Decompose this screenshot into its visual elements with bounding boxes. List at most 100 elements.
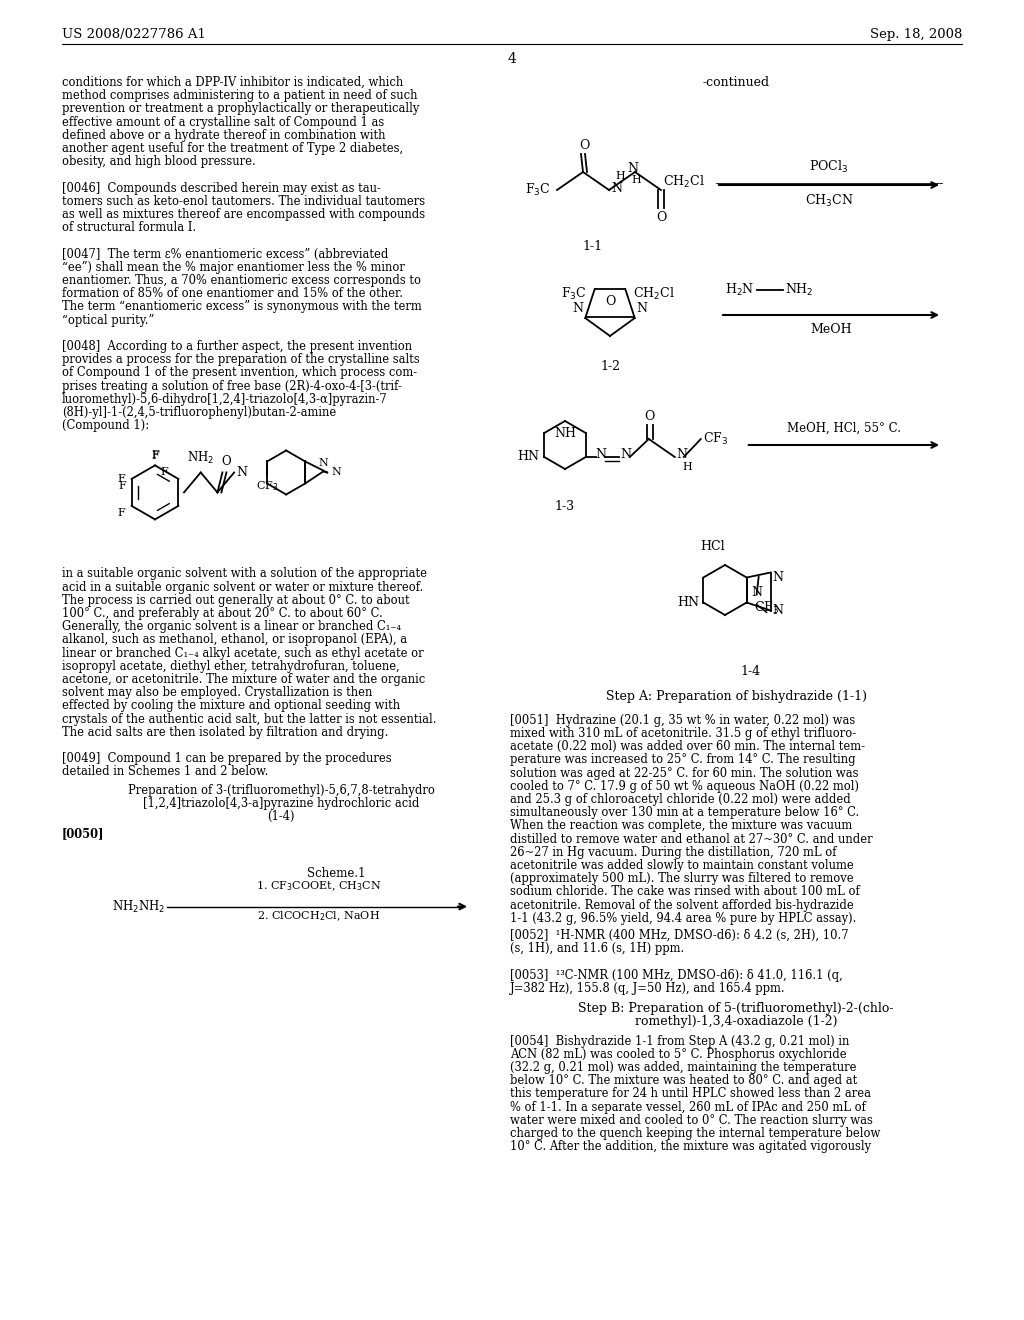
Text: MeOH: MeOH bbox=[810, 323, 852, 337]
Text: H: H bbox=[631, 176, 641, 185]
Text: Generally, the organic solvent is a linear or branched C₁₋₄: Generally, the organic solvent is a line… bbox=[62, 620, 401, 634]
Text: 1-4: 1-4 bbox=[740, 665, 760, 678]
Text: When the reaction was complete, the mixture was vacuum: When the reaction was complete, the mixt… bbox=[510, 820, 852, 833]
Text: another agent useful for the treatment of Type 2 diabetes,: another agent useful for the treatment o… bbox=[62, 143, 403, 154]
Text: F$_3$C: F$_3$C bbox=[525, 182, 551, 198]
Text: Preparation of 3-(trifluoromethyl)-5,6,7,8-tetrahydro: Preparation of 3-(trifluoromethyl)-5,6,7… bbox=[128, 784, 434, 796]
Text: [0046]  Compounds described herein may exist as tau-: [0046] Compounds described herein may ex… bbox=[62, 182, 381, 194]
Text: method comprises administering to a patient in need of such: method comprises administering to a pati… bbox=[62, 90, 418, 102]
Text: mixed with 310 mL of acetonitrile. 31.5 g of ethyl trifluoro-: mixed with 310 mL of acetonitrile. 31.5 … bbox=[510, 727, 856, 741]
Text: CH$_2$Cl: CH$_2$Cl bbox=[633, 286, 675, 302]
Text: N: N bbox=[637, 302, 648, 315]
Text: N: N bbox=[773, 605, 783, 616]
Text: distilled to remove water and ethanol at 27~30° C. and under: distilled to remove water and ethanol at… bbox=[510, 833, 872, 846]
Text: prises treating a solution of free base (2R)-4-oxo-4-[3-(trif-: prises treating a solution of free base … bbox=[62, 380, 401, 392]
Text: N: N bbox=[318, 458, 328, 469]
Text: F: F bbox=[152, 450, 159, 461]
Text: (s, 1H), and 11.6 (s, 1H) ppm.: (s, 1H), and 11.6 (s, 1H) ppm. bbox=[510, 942, 684, 956]
Text: and 25.3 g of chloroacetyl chloride (0.22 mol) were added: and 25.3 g of chloroacetyl chloride (0.2… bbox=[510, 793, 851, 807]
Text: 10° C. After the addition, the mixture was agitated vigorously: 10° C. After the addition, the mixture w… bbox=[510, 1140, 871, 1154]
Text: acetonitrile. Removal of the solvent afforded bis-hydrazide: acetonitrile. Removal of the solvent aff… bbox=[510, 899, 854, 912]
Text: F: F bbox=[152, 451, 159, 462]
Text: F: F bbox=[118, 508, 126, 517]
Text: in a suitable organic solvent with a solution of the appropriate: in a suitable organic solvent with a sol… bbox=[62, 568, 427, 581]
Text: 1-2: 1-2 bbox=[600, 360, 620, 374]
Text: acetate (0.22 mol) was added over 60 min. The internal tem-: acetate (0.22 mol) was added over 60 min… bbox=[510, 741, 865, 754]
Text: F$_3$C: F$_3$C bbox=[561, 286, 587, 302]
Text: [0050]: [0050] bbox=[62, 828, 104, 840]
Text: Step B: Preparation of 5-(trifluoromethyl)-2-(chlo-: Step B: Preparation of 5-(trifluoromethy… bbox=[579, 1002, 894, 1015]
Text: “ee”) shall mean the % major enantiomer less the % minor: “ee”) shall mean the % major enantiomer … bbox=[62, 261, 404, 273]
Text: N: N bbox=[611, 181, 622, 194]
Text: NH$_2$: NH$_2$ bbox=[785, 282, 814, 298]
Text: US 2008/0227786 A1: US 2008/0227786 A1 bbox=[62, 28, 206, 41]
Text: O: O bbox=[644, 411, 655, 422]
Text: [1,2,4]triazolo[4,3-a]pyrazine hydrochloric acid: [1,2,4]triazolo[4,3-a]pyrazine hydrochlo… bbox=[142, 797, 419, 809]
Text: NH$_2$: NH$_2$ bbox=[187, 450, 214, 466]
Text: simultaneously over 130 min at a temperature below 16° C.: simultaneously over 130 min at a tempera… bbox=[510, 807, 859, 820]
Text: [0054]  Bishydrazide 1-1 from Step A (43.2 g, 0.21 mol) in: [0054] Bishydrazide 1-1 from Step A (43.… bbox=[510, 1035, 849, 1048]
Text: 26~27 in Hg vacuum. During the distillation, 720 mL of: 26~27 in Hg vacuum. During the distillat… bbox=[510, 846, 837, 859]
Text: perature was increased to 25° C. from 14° C. The resulting: perature was increased to 25° C. from 14… bbox=[510, 754, 856, 767]
Text: water were mixed and cooled to 0° C. The reaction slurry was: water were mixed and cooled to 0° C. The… bbox=[510, 1114, 872, 1127]
Text: (approximately 500 mL). The slurry was filtered to remove: (approximately 500 mL). The slurry was f… bbox=[510, 873, 854, 886]
Text: acetone, or acetonitrile. The mixture of water and the organic: acetone, or acetonitrile. The mixture of… bbox=[62, 673, 425, 686]
Text: cooled to 7° C. 17.9 g of 50 wt % aqueous NaOH (0.22 mol): cooled to 7° C. 17.9 g of 50 wt % aqueou… bbox=[510, 780, 859, 793]
Text: provides a process for the preparation of the crystalline salts: provides a process for the preparation o… bbox=[62, 354, 420, 366]
Text: MeOH, HCl, 55° C.: MeOH, HCl, 55° C. bbox=[786, 422, 901, 436]
Text: Step A: Preparation of bishydrazide (1-1): Step A: Preparation of bishydrazide (1-1… bbox=[605, 690, 866, 704]
Text: HN: HN bbox=[517, 450, 540, 463]
Text: 4: 4 bbox=[508, 51, 516, 66]
Text: effective amount of a crystalline salt of Compound 1 as: effective amount of a crystalline salt o… bbox=[62, 116, 384, 128]
Text: of structural formula I.: of structural formula I. bbox=[62, 222, 197, 234]
Text: Scheme.1: Scheme.1 bbox=[307, 867, 366, 879]
Text: N: N bbox=[677, 449, 688, 462]
Text: solution was aged at 22-25° C. for 60 min. The solution was: solution was aged at 22-25° C. for 60 mi… bbox=[510, 767, 858, 780]
Text: H: H bbox=[615, 172, 625, 181]
Text: 100° C., and preferably at about 20° C. to about 60° C.: 100° C., and preferably at about 20° C. … bbox=[62, 607, 383, 620]
Text: The term “enantiomeric excess” is synonymous with the term: The term “enantiomeric excess” is synony… bbox=[62, 301, 422, 313]
Text: acetonitrile was added slowly to maintain constant volume: acetonitrile was added slowly to maintai… bbox=[510, 859, 854, 873]
Text: conditions for which a DPP-IV inhibitor is indicated, which: conditions for which a DPP-IV inhibitor … bbox=[62, 77, 403, 88]
Text: “optical purity.”: “optical purity.” bbox=[62, 314, 155, 326]
Text: HN: HN bbox=[677, 597, 699, 609]
Text: [0052]  ¹H-NMR (400 MHz, DMSO-d6): δ 4.2 (s, 2H), 10.7: [0052] ¹H-NMR (400 MHz, DMSO-d6): δ 4.2 … bbox=[510, 929, 849, 942]
Text: [0049]  Compound 1 can be prepared by the procedures: [0049] Compound 1 can be prepared by the… bbox=[62, 752, 391, 766]
Text: CH$_2$Cl: CH$_2$Cl bbox=[663, 174, 705, 190]
Text: (32.2 g, 0.21 mol) was added, maintaining the temperature: (32.2 g, 0.21 mol) was added, maintainin… bbox=[510, 1061, 856, 1074]
Text: F: F bbox=[119, 480, 127, 491]
Text: POCl$_3$: POCl$_3$ bbox=[809, 158, 849, 176]
Text: % of 1-1. In a separate vessel, 260 mL of IPAc and 250 mL of: % of 1-1. In a separate vessel, 260 mL o… bbox=[510, 1101, 866, 1114]
Text: CH$_3$CN: CH$_3$CN bbox=[805, 193, 853, 209]
Text: N: N bbox=[572, 302, 584, 315]
Text: [0053]  ¹³C-NMR (100 MHz, DMSO-d6): δ 41.0, 116.1 (q,: [0053] ¹³C-NMR (100 MHz, DMSO-d6): δ 41.… bbox=[510, 969, 843, 982]
Text: formation of 85% of one enantiomer and 15% of the other.: formation of 85% of one enantiomer and 1… bbox=[62, 288, 403, 300]
Text: obesity, and high blood pressure.: obesity, and high blood pressure. bbox=[62, 156, 256, 168]
Text: (1-4): (1-4) bbox=[267, 810, 295, 822]
Text: alkanol, such as methanol, ethanol, or isopropanol (EPA), a: alkanol, such as methanol, ethanol, or i… bbox=[62, 634, 408, 647]
Text: Sep. 18, 2008: Sep. 18, 2008 bbox=[869, 28, 962, 41]
Text: O: O bbox=[605, 294, 615, 308]
Text: linear or branched C₁₋₄ alkyl acetate, such as ethyl acetate or: linear or branched C₁₋₄ alkyl acetate, s… bbox=[62, 647, 424, 660]
Text: 1-1 (43.2 g, 96.5% yield, 94.4 area % pure by HPLC assay).: 1-1 (43.2 g, 96.5% yield, 94.4 area % pu… bbox=[510, 912, 856, 925]
Text: O: O bbox=[655, 211, 667, 224]
Text: [0051]  Hydrazine (20.1 g, 35 wt % in water, 0.22 mol) was: [0051] Hydrazine (20.1 g, 35 wt % in wat… bbox=[510, 714, 855, 727]
Text: ACN (82 mL) was cooled to 5° C. Phosphorus oxychloride: ACN (82 mL) was cooled to 5° C. Phosphor… bbox=[510, 1048, 847, 1061]
Text: H$_2$N: H$_2$N bbox=[725, 282, 755, 298]
Text: enantiomer. Thus, a 70% enantiomeric excess corresponds to: enantiomer. Thus, a 70% enantiomeric exc… bbox=[62, 275, 421, 286]
Text: romethyl)-1,3,4-oxadiazole (1-2): romethyl)-1,3,4-oxadiazole (1-2) bbox=[635, 1015, 838, 1028]
Text: solvent may also be employed. Crystallization is then: solvent may also be employed. Crystalliz… bbox=[62, 686, 373, 700]
Text: N: N bbox=[621, 449, 632, 462]
Text: tomers such as keto-enol tautomers. The individual tautomers: tomers such as keto-enol tautomers. The … bbox=[62, 195, 425, 207]
Text: O: O bbox=[221, 455, 231, 469]
Text: sodium chloride. The cake was rinsed with about 100 mL of: sodium chloride. The cake was rinsed wit… bbox=[510, 886, 860, 899]
Text: HCl: HCl bbox=[700, 540, 725, 553]
Text: crystals of the authentic acid salt, but the latter is not essential.: crystals of the authentic acid salt, but… bbox=[62, 713, 436, 726]
Text: N: N bbox=[596, 449, 607, 462]
Text: of Compound 1 of the present invention, which process com-: of Compound 1 of the present invention, … bbox=[62, 367, 417, 379]
Text: as well as mixtures thereof are encompassed with compounds: as well as mixtures thereof are encompas… bbox=[62, 209, 425, 220]
Text: prevention or treatment a prophylactically or therapeutically: prevention or treatment a prophylactical… bbox=[62, 103, 420, 115]
Text: F: F bbox=[160, 467, 168, 478]
Text: below 10° C. The mixture was heated to 80° C. and aged at: below 10° C. The mixture was heated to 8… bbox=[510, 1074, 857, 1088]
Text: H: H bbox=[682, 462, 691, 473]
